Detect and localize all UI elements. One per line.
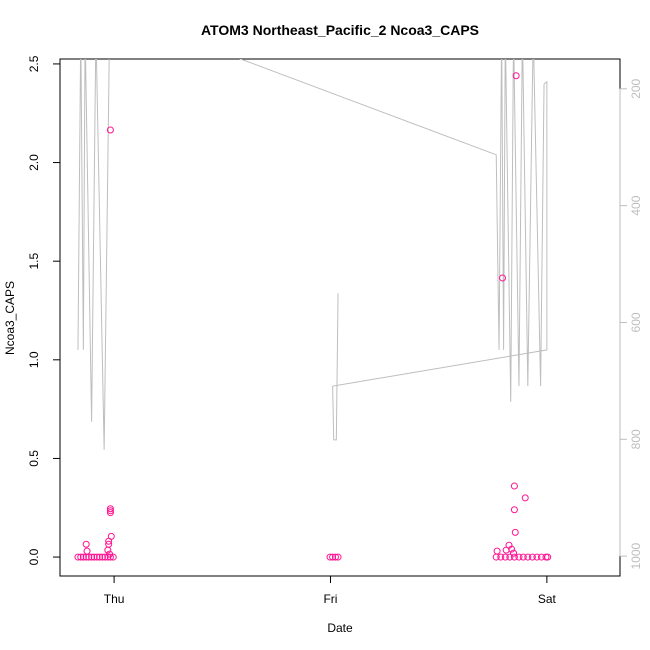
point — [77, 553, 85, 561]
y2-tick-label: 800 — [629, 429, 643, 449]
chart-title: ATOM3 Northeast_Pacific_2 Ncoa3_CAPS — [201, 22, 479, 38]
point — [497, 553, 505, 561]
point — [104, 546, 112, 554]
point — [528, 553, 536, 561]
y2-tick-label: 200 — [629, 78, 643, 98]
point — [106, 126, 114, 134]
point — [90, 553, 98, 561]
point — [93, 553, 101, 561]
point — [506, 553, 514, 561]
point — [519, 553, 527, 561]
point — [105, 537, 113, 545]
point — [544, 553, 552, 561]
plot-box — [59, 58, 621, 577]
point — [96, 553, 104, 561]
point — [106, 505, 114, 513]
point — [515, 553, 523, 561]
point — [499, 274, 507, 282]
point — [79, 553, 87, 561]
x-axis-label: Date — [327, 621, 353, 635]
depth-line — [77, 59, 548, 450]
y2-tick-label: 400 — [629, 195, 643, 215]
point — [510, 506, 518, 514]
y-tick-label: 0.0 — [27, 548, 41, 565]
x-tick-label: Fri — [323, 592, 337, 606]
point — [511, 528, 519, 536]
point — [98, 553, 106, 561]
point — [329, 553, 337, 561]
point — [521, 494, 529, 502]
point — [512, 72, 520, 80]
point — [492, 553, 500, 561]
point — [106, 507, 114, 515]
y-tick-label: 2.5 — [27, 55, 41, 72]
point — [88, 553, 96, 561]
y-tick-label: 2.0 — [27, 154, 41, 171]
point — [533, 553, 541, 561]
point — [82, 540, 90, 548]
x-tick-label: Thu — [104, 592, 125, 606]
point — [510, 549, 518, 557]
plot-area — [74, 59, 552, 561]
y-axis-label: Ncoa3_CAPS — [3, 281, 17, 355]
point — [106, 509, 114, 517]
y-tick-label: 1.5 — [27, 253, 41, 270]
y-tick-label: 1.0 — [27, 351, 41, 368]
point — [106, 550, 114, 558]
y2-tick-label: 600 — [629, 312, 643, 332]
point — [326, 553, 334, 561]
y-tick-label: 0.5 — [27, 450, 41, 467]
point — [106, 553, 114, 561]
point — [510, 553, 518, 561]
point — [334, 553, 342, 561]
point — [83, 547, 91, 555]
point — [524, 553, 532, 561]
point — [493, 547, 501, 555]
point — [74, 553, 82, 561]
point — [331, 553, 339, 561]
point — [508, 545, 516, 553]
point — [501, 553, 509, 561]
x-tick-label: Sat — [538, 592, 557, 606]
point — [510, 482, 518, 490]
y2-tick-label: 1000 — [629, 542, 643, 569]
